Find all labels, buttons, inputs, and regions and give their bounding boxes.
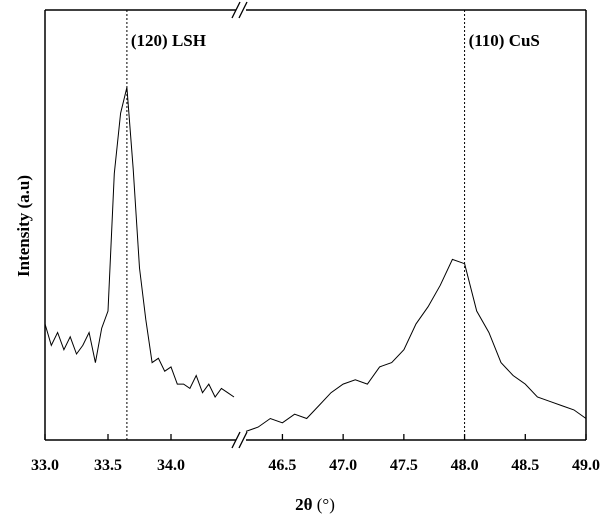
- x-axis-label-symbol: 2θ: [295, 495, 313, 514]
- x-tick-label: 46.5: [268, 457, 296, 474]
- x-tick-label: 48.5: [511, 457, 539, 474]
- x-tick-label: 34.0: [157, 457, 185, 474]
- x-tick-label: 47.0: [329, 457, 357, 474]
- axis-break-mark-bottom-2: [238, 431, 248, 449]
- x-tick-label: 48.0: [451, 457, 479, 474]
- series-line-1: [44, 87, 235, 398]
- annotation-label-1: (120) LSH: [131, 31, 206, 50]
- x-axis-ticks: 33.0 33.5 34.0 46.5 47.0 47.5 48.0 48.5 49.0: [31, 434, 600, 474]
- axis-break-mark-top-1: [231, 1, 241, 19]
- x-tick-label: 49.0: [572, 457, 600, 474]
- axis-break-mark-bottom-1: [231, 431, 241, 449]
- x-tick-label: 33.5: [94, 457, 122, 474]
- y-axis-label: Intensity (a.u): [14, 175, 33, 277]
- x-tick-label: 33.0: [31, 457, 59, 474]
- series-line-2: [245, 258, 587, 432]
- plot-area: (120) LSH (110) CuS: [44, 1, 587, 449]
- annotation-label-2: (110) CuS: [469, 31, 540, 50]
- x-axis-label: 2θ (°): [295, 495, 335, 514]
- x-tick-label: 47.5: [390, 457, 418, 474]
- axis-break-mark-top-2: [238, 1, 248, 19]
- x-axis-label-unit: (°): [317, 495, 335, 514]
